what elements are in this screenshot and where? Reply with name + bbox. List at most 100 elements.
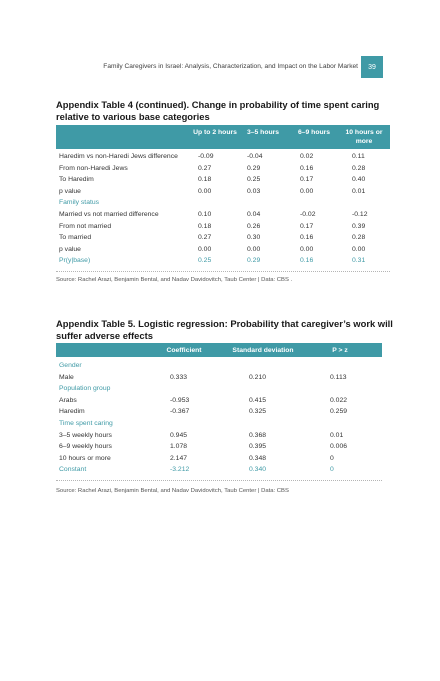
table4-row: Haredim vs non-Haredi Jews difference -0.… <box>56 151 390 163</box>
table5-cell: 1.078 <box>170 443 188 451</box>
table4-cell: 0.17 <box>300 222 314 230</box>
table4-row: p value 0.00 0.00 0.00 0.00 <box>56 244 390 256</box>
table5-title: Appendix Table 5. Logistic regression: P… <box>56 318 393 341</box>
table4-cell: 0.40 <box>352 176 366 184</box>
table5-row-label: Time spent caring <box>59 420 113 427</box>
table5-row-label: Haredim <box>59 408 85 416</box>
table4-row-label: Family status <box>59 199 100 207</box>
table5-col-header: P > z <box>332 347 348 354</box>
table4-row: From non-Haredi Jews 0.27 0.29 0.16 0.28 <box>56 163 390 175</box>
table5-cell: 0.333 <box>170 373 188 381</box>
table4-row: Pr(y|base) 0.25 0.29 0.16 0.31 <box>56 255 390 267</box>
table4-row-label: p value <box>59 245 81 253</box>
table4-cell: 0.39 <box>352 222 366 230</box>
table4-cell: 0.10 <box>198 211 212 218</box>
table4-row: From not married 0.18 0.26 0.17 0.39 <box>56 221 390 233</box>
table5-cell: 0 <box>330 454 334 462</box>
table4-cell: 0.25 <box>198 257 212 265</box>
table5-header: Coefficient Standard deviation P > z <box>56 343 382 357</box>
table4-cell: 0.00 <box>352 245 366 253</box>
table4-col-header: 3–5 hours <box>246 129 280 136</box>
table4-cell: 0.26 <box>247 222 261 230</box>
table4-row-label: To married <box>59 234 92 242</box>
table4-col-header: 10 hours or more <box>345 129 383 145</box>
table5-cell: 0.945 <box>170 431 188 439</box>
table5-cell: 0.415 <box>249 396 267 404</box>
table4-row-label: To Haredim <box>59 176 94 184</box>
table5-cell: 0.113 <box>330 373 347 381</box>
table5-cell: -0.367 <box>170 408 190 416</box>
table4-cell: -0.09 <box>198 153 214 160</box>
table4-cell: 0.27 <box>198 234 212 242</box>
table4-cell: 0.16 <box>300 164 314 172</box>
table4-row: To married 0.27 0.30 0.16 0.28 <box>56 232 390 244</box>
table4-cell: 0.00 <box>198 187 212 195</box>
table4-cell: 0.03 <box>247 187 261 195</box>
table5-row: Time spent caring <box>56 418 382 430</box>
table4-cell: 0.28 <box>352 164 366 172</box>
table5-divider <box>56 480 382 481</box>
table5-cell: 0 <box>330 466 334 474</box>
table4-cell: 0.01 <box>352 187 366 195</box>
table4-row-label: From not married <box>59 222 112 230</box>
table4-cell: 0.31 <box>352 257 366 265</box>
table4-row-label: Married vs not married difference <box>59 211 159 218</box>
table4-cell: 0.18 <box>198 222 212 230</box>
table4-divider <box>56 271 390 272</box>
running-header: Family Caregivers in Israel: Analysis, C… <box>103 63 358 70</box>
table5-row-label: 6–9 weekly hours <box>59 443 112 451</box>
table4-cell: 0.28 <box>352 234 366 242</box>
table4-cell: 0.00 <box>300 245 314 253</box>
table4-cell: 0.27 <box>198 164 212 172</box>
table5-cell: -3.212 <box>170 466 190 474</box>
table5-row-label: Arabs <box>59 396 77 404</box>
table5-row-label: 3–5 weekly hours <box>59 431 112 439</box>
table4-cell: 0.02 <box>300 153 314 160</box>
table4-cell: 0.16 <box>300 234 314 242</box>
table5-cell: 0.348 <box>249 454 267 462</box>
table4-row: To Haredim 0.18 0.25 0.17 0.40 <box>56 174 390 186</box>
table4-cell: 0.00 <box>300 187 314 195</box>
table5-col-header: Coefficient <box>166 347 202 354</box>
table5-cell: 0.368 <box>249 431 267 439</box>
table4-row: Married vs not married difference 0.10 0.0… <box>56 209 390 221</box>
table4-row: Family status <box>56 197 390 209</box>
table4-cell: 0.11 <box>352 153 365 160</box>
table5-row-label: 10 hours or more <box>59 454 111 462</box>
table4-row: p value 0.00 0.03 0.00 0.01 <box>56 186 390 198</box>
table5-row: 6–9 weekly hours 1.078 0.395 0.006 <box>56 441 382 453</box>
table5-row: Constant -3.212 0.340 0 <box>56 464 382 476</box>
table4-row-label: Haredim vs non-Haredi Jews difference <box>59 153 178 160</box>
table5-cell: 2.147 <box>170 454 188 462</box>
table5-cell: 0.022 <box>330 396 348 404</box>
table4-cell: 0.18 <box>198 176 212 184</box>
table5-cell: 0.395 <box>249 443 267 451</box>
table5-cell: 0.01 <box>330 431 344 439</box>
table5-cell: -0.953 <box>170 396 190 404</box>
table5-cell: 0.210 <box>249 373 267 381</box>
table5-row: Haredim -0.367 0.325 0.259 <box>56 406 382 418</box>
table5-row-label: Constant <box>59 466 87 474</box>
table4-cell: 0.17 <box>300 176 314 184</box>
table4-cell: 0.04 <box>247 211 261 218</box>
table4-header: Up to 2 hours 3–5 hours 6–9 hours 10 hou… <box>56 125 390 149</box>
table5-col-header: Standard deviation <box>232 347 294 354</box>
table4-cell: 0.29 <box>247 164 261 172</box>
table4-cell: 0.00 <box>247 245 261 253</box>
table4-cell: -0.02 <box>300 211 316 218</box>
table4-source: Source: Rachel Arazi, Benjamin Bental, a… <box>56 277 293 283</box>
table4-row-label: From non-Haredi Jews <box>59 164 128 172</box>
table4-row-label: Pr(y|base) <box>59 257 91 265</box>
table4-cell: 0.30 <box>247 234 261 242</box>
table4-col-header: 6–9 hours <box>297 129 331 136</box>
table5-source: Source: Rachel Arazi, Benjamin Bental, a… <box>56 488 289 494</box>
page-number-badge: 39 <box>361 56 383 78</box>
table4-cell: -0.12 <box>352 211 368 218</box>
table5-row: Population group <box>56 383 382 395</box>
table5-row: 10 hours or more 2.147 0.348 0 <box>56 453 382 465</box>
table5-cell: 0.259 <box>330 408 348 416</box>
table5-row-label: Gender <box>59 362 82 369</box>
table5-row-label: Population group <box>59 385 111 393</box>
table5-row: Male 0.333 0.210 0.113 <box>56 372 382 384</box>
table5-cell: 0.325 <box>249 408 267 416</box>
